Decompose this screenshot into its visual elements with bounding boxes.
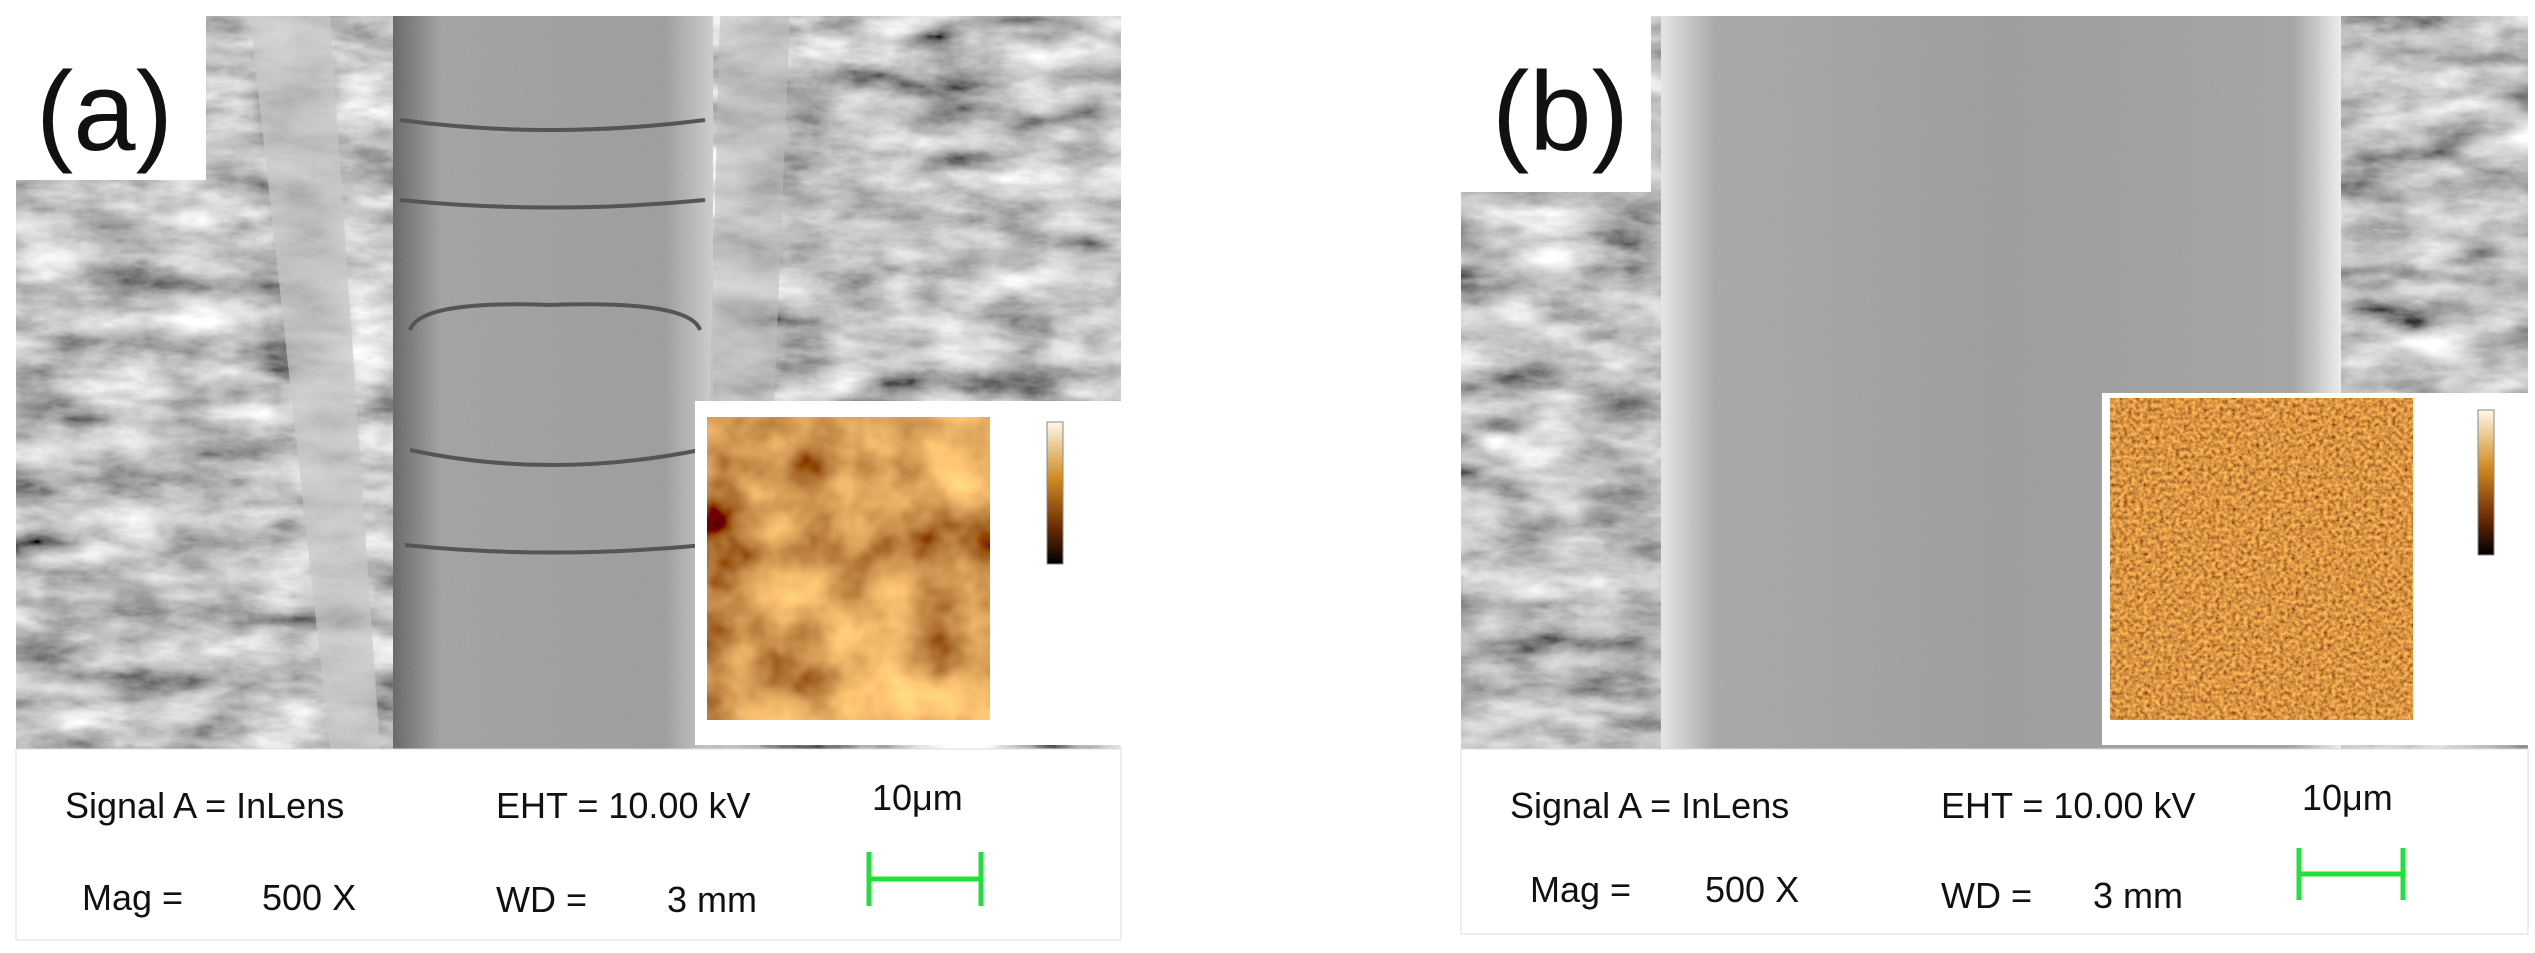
panel-label: (a) [36,49,173,174]
info-bar [15,748,1122,941]
wd-value: 3 mm [2093,875,2183,916]
mag-value: 500 X [1705,869,1799,910]
mag-value: 500 X [262,877,356,918]
mag-label: Mag = [1530,869,1631,910]
wd-label: WD = [1941,875,2032,916]
eht: EHT = 10.00 kV [1941,785,2195,826]
scale-bar [2296,848,2406,900]
scale-label: 10μm [872,777,963,818]
eht: EHT = 10.00 kV [496,785,750,826]
mag-label: Mag = [82,877,183,918]
column-segments [399,118,706,555]
label-box [1461,16,1651,192]
scale-label: 10μm [2302,777,2393,818]
panel-label: (b) [1492,49,1629,174]
wd-value: 3 mm [667,879,757,920]
panel-b: (b) Signal A = InLens EHT = 10.00 kV 10μ… [1460,16,2529,935]
signal: Signal A = InLens [1510,785,1789,826]
fiber-edge [250,16,380,749]
panel-a: (a) Signal A = InLens EHT = 10.00 kV 10μ… [15,16,1122,941]
afm-inset [2102,393,2528,745]
wd-label: WD = [496,879,587,920]
afm-inset [695,401,1121,745]
column-texture [393,16,713,749]
info-bar [1460,748,2529,935]
signal: Signal A = InLens [65,785,344,826]
label-box [16,16,206,180]
scale-bar [866,852,984,906]
